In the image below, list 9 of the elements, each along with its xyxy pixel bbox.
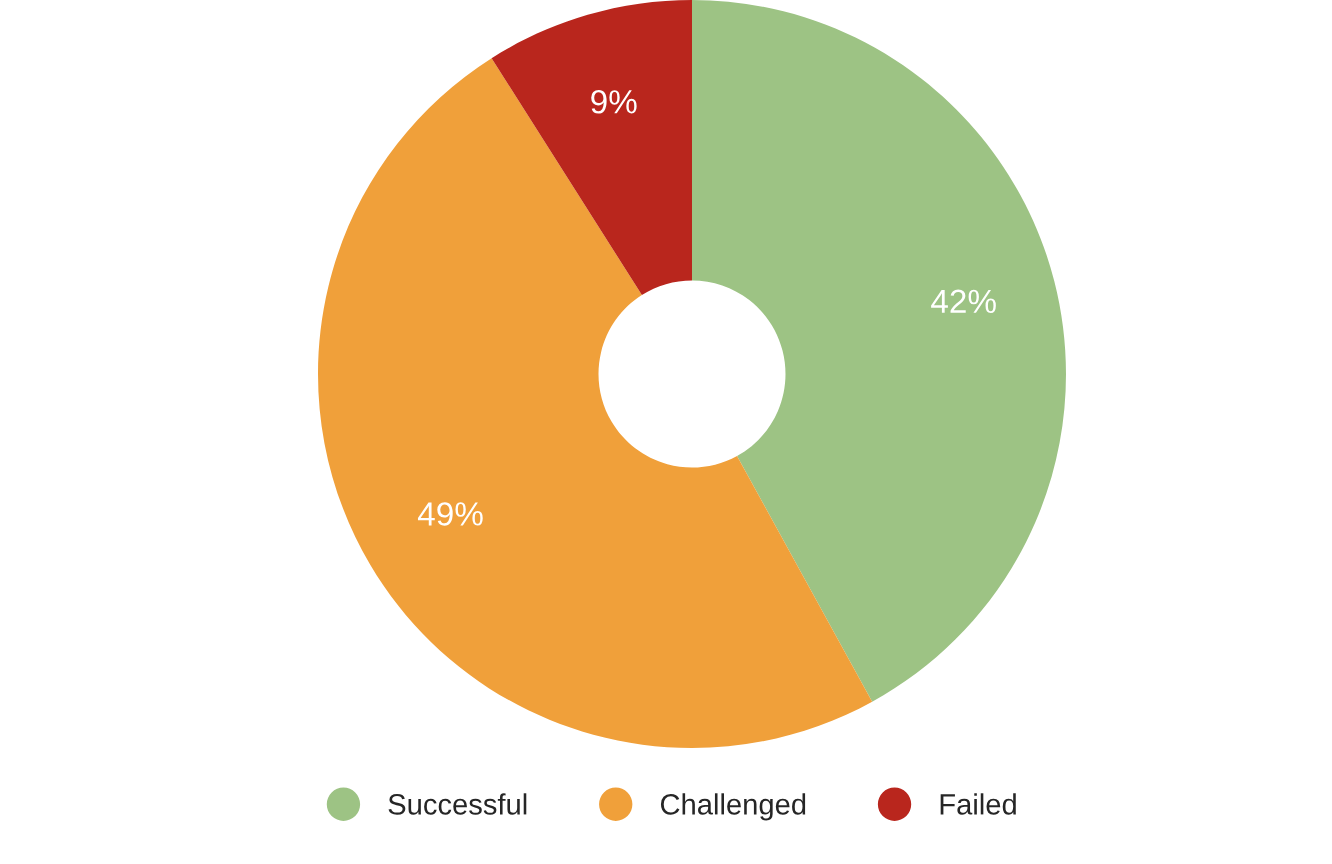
donut-slice (491, 0, 692, 296)
legend-label: Successful (388, 793, 527, 815)
data-label: 49% (417, 502, 483, 526)
data-label: 42% (931, 289, 996, 314)
legend-label: Failed (940, 793, 1016, 815)
donut-slice (318, 58, 873, 748)
donut-slice (692, 0, 1066, 702)
legend-label: Challenged (660, 793, 806, 821)
data-label: 9% (591, 89, 637, 114)
